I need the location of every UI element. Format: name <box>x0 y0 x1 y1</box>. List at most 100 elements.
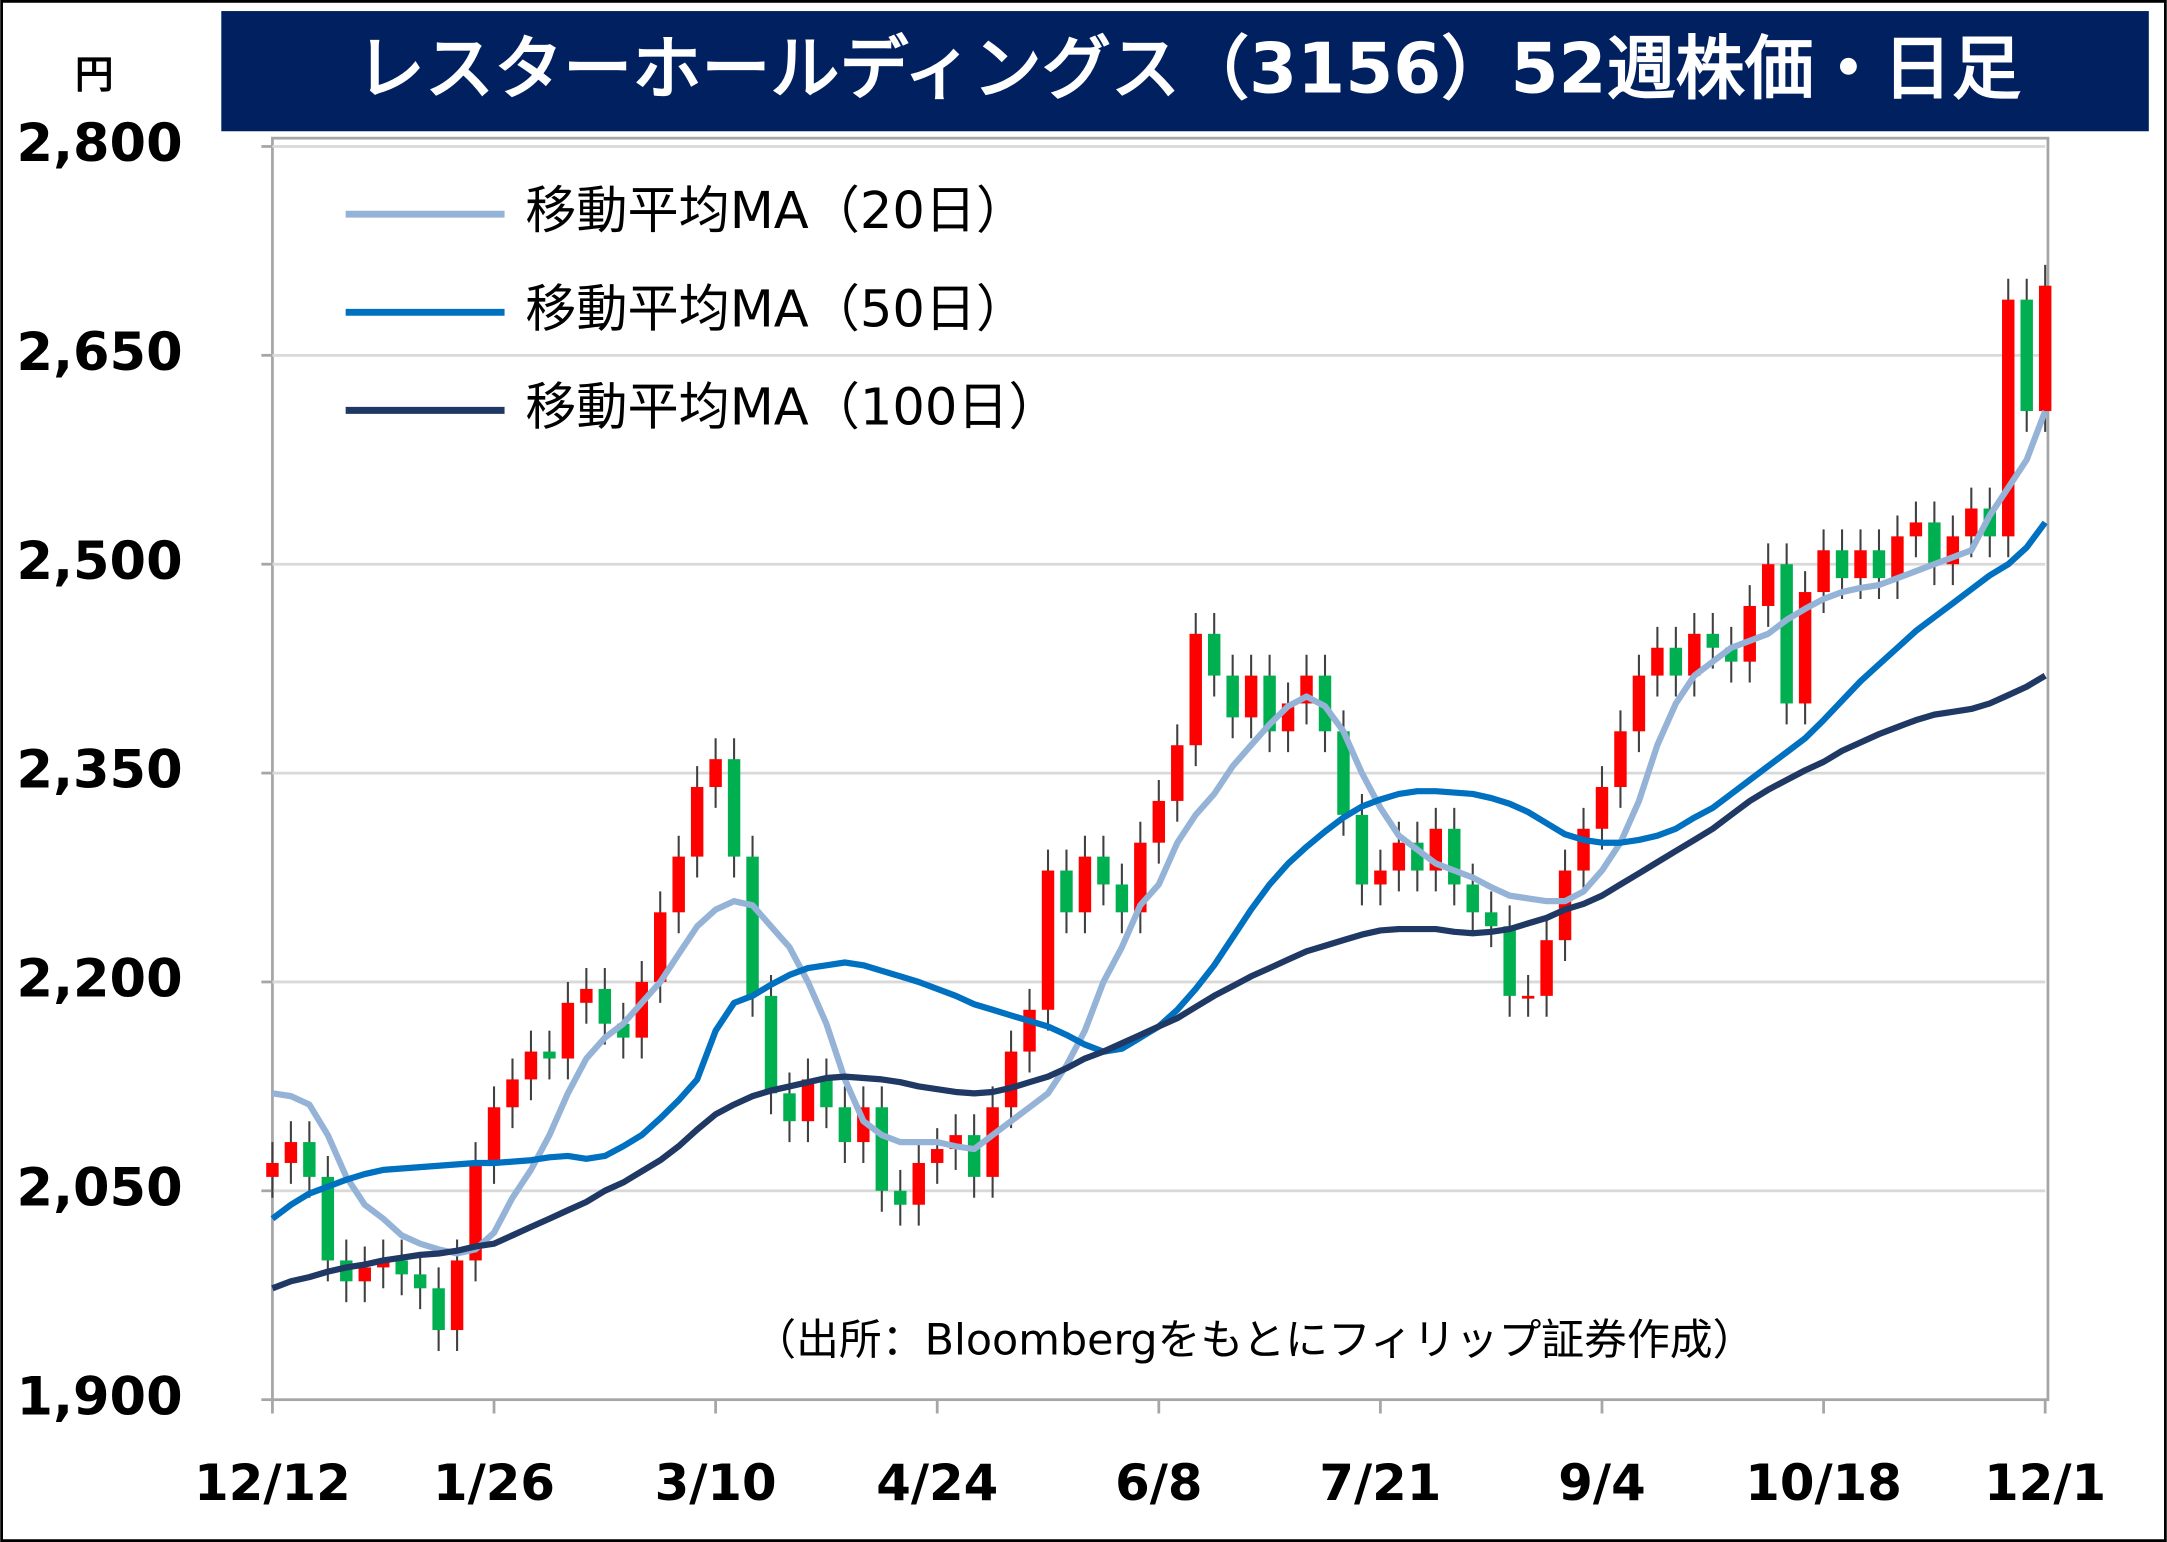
x-tick-label: 12/1 <box>1984 1454 2106 1512</box>
y-tick-label: 2,650 <box>17 322 183 383</box>
candle-body <box>1041 870 1055 1010</box>
candle-body <box>1891 536 1904 579</box>
candle-body <box>930 1149 944 1163</box>
candle-body <box>2038 285 2052 412</box>
ma-line <box>271 409 2049 1257</box>
candle-body <box>1337 731 1350 815</box>
candle-body <box>266 1162 279 1177</box>
candle-body <box>1374 870 1387 885</box>
candle-body <box>894 1190 907 1205</box>
candle-body <box>764 995 778 1094</box>
candle-body <box>1854 550 1867 579</box>
candle-body <box>1503 926 1516 996</box>
legend-label: 移動平均MA（50日） <box>525 280 1027 339</box>
candle-body <box>1207 633 1221 676</box>
candle-body <box>1743 605 1756 662</box>
candle-body <box>1872 550 1886 579</box>
candle-body <box>1171 745 1184 801</box>
candle-body <box>358 1267 371 1282</box>
candle-body <box>1484 912 1498 927</box>
candle-body <box>450 1260 464 1331</box>
candle-body <box>1651 647 1664 676</box>
candle-body <box>820 1079 833 1108</box>
candle-body <box>561 1002 575 1059</box>
plot-border <box>271 136 2050 1402</box>
candle-body <box>746 856 759 996</box>
x-tick-label: 7/21 <box>1319 1454 1441 1512</box>
candle-body <box>1798 592 1812 704</box>
candle-body <box>1558 870 1572 941</box>
chart-title: レスターホールディングス（3156）52週株価・日足 <box>356 29 2021 109</box>
candle-body <box>284 1142 298 1163</box>
candle-body <box>838 1107 852 1143</box>
candle-body <box>1835 550 1849 579</box>
candle-body <box>598 988 612 1024</box>
candle-body <box>506 1079 519 1108</box>
x-tick-label: 10/18 <box>1745 1454 1902 1512</box>
candle-body <box>303 1142 316 1177</box>
x-tick-label: 3/10 <box>655 1454 777 1512</box>
candle-body <box>395 1260 408 1275</box>
candle-body <box>524 1051 538 1080</box>
candle-body <box>1928 522 1941 565</box>
candle-body <box>1965 508 1978 537</box>
candle-body <box>727 759 741 857</box>
x-tick-label: 12/12 <box>194 1454 351 1512</box>
y-tick-label: 2,050 <box>17 1157 183 1218</box>
candle-body <box>1614 731 1627 787</box>
candle-body <box>1004 1051 1018 1108</box>
candle-body <box>377 1260 390 1268</box>
legend-label: 移動平均MA（100日） <box>525 378 1059 437</box>
candle-body <box>1097 856 1110 885</box>
candle-body <box>1134 842 1147 913</box>
candle-body <box>690 786 704 857</box>
candle-body <box>1355 814 1369 885</box>
y-tick-label: 1,900 <box>17 1366 183 1427</box>
candle-body <box>2002 299 2015 537</box>
x-tick-label: 1/26 <box>433 1454 555 1512</box>
candle-body <box>1577 828 1590 871</box>
y-tick-label: 2,350 <box>17 740 183 801</box>
candle-body <box>1392 842 1406 871</box>
candle-body <box>1669 647 1683 676</box>
candle-body <box>801 1079 815 1122</box>
legend-label: 移動平均MA（20日） <box>525 182 1027 241</box>
source-note: （出所：Bloombergをもとにフィリップ証券作成） <box>753 1316 1755 1366</box>
candle-body <box>2020 299 2033 412</box>
candle-body <box>543 1051 556 1059</box>
candle-body <box>1780 564 1793 704</box>
candle-body <box>912 1162 925 1205</box>
y-tick-label: 2,800 <box>17 113 183 174</box>
candle-body <box>469 1162 482 1261</box>
candle-body <box>487 1107 501 1163</box>
x-tick-label: 6/8 <box>1115 1454 1202 1512</box>
candle-body <box>709 759 722 787</box>
candle-body <box>321 1176 335 1261</box>
title-box <box>221 11 2149 132</box>
candle-body <box>1540 940 1553 996</box>
ma-line <box>271 672 2047 1292</box>
candle-body <box>1761 564 1775 606</box>
candle-body <box>654 912 667 982</box>
unit-label: 円 <box>75 53 114 98</box>
candle-body <box>413 1274 427 1289</box>
candle-body <box>1688 633 1701 676</box>
candle-body <box>432 1288 445 1331</box>
candle-body <box>986 1107 999 1177</box>
candle-body <box>1817 550 1830 593</box>
candle-body <box>1632 675 1646 732</box>
candle-body <box>967 1135 981 1177</box>
candle-body <box>1706 633 1720 648</box>
candle-body <box>1152 800 1166 843</box>
y-tick-label: 2,200 <box>17 949 183 1010</box>
candle-body <box>1078 856 1092 913</box>
candle-body <box>875 1107 889 1191</box>
candle-body <box>580 988 593 1003</box>
candle-body <box>1244 675 1258 718</box>
x-tick-label: 9/4 <box>1558 1454 1645 1512</box>
candle-body <box>1023 1009 1036 1052</box>
candle-body <box>1115 884 1129 913</box>
candle-body <box>1466 884 1479 913</box>
